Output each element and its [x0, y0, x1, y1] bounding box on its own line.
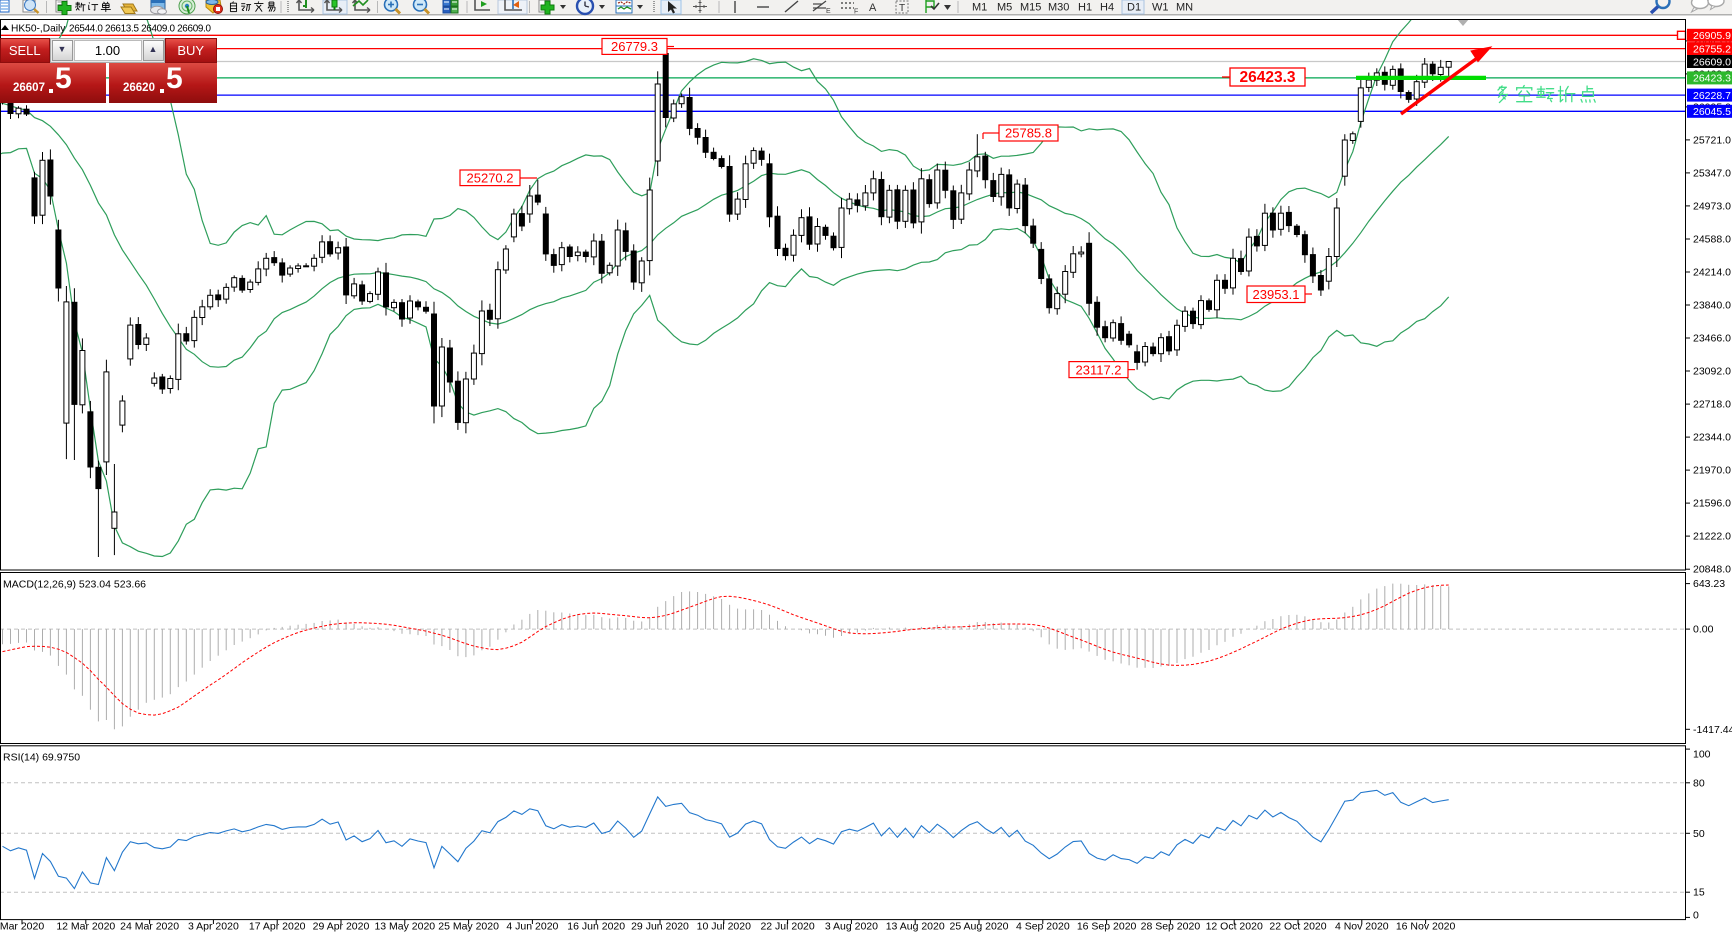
svg-text:12 Oct 2020: 12 Oct 2020	[1206, 921, 1263, 933]
svg-text:D1: D1	[1127, 2, 1141, 14]
svg-text:RSI(14) 69.9750: RSI(14) 69.9750	[3, 752, 80, 764]
svg-text:21970.0: 21970.0	[1693, 465, 1731, 477]
svg-text:25 Aug 2020: 25 Aug 2020	[950, 921, 1009, 933]
svg-text:50: 50	[1693, 828, 1705, 840]
svg-text:13 May 2020: 13 May 2020	[374, 921, 435, 933]
svg-text:W1: W1	[1152, 2, 1169, 14]
svg-text:E: E	[826, 8, 831, 15]
svg-text:3 Apr 2020: 3 Apr 2020	[188, 921, 239, 933]
svg-text:26779.3: 26779.3	[611, 39, 658, 54]
svg-text:26905.9: 26905.9	[1693, 30, 1731, 42]
svg-text:MN: MN	[1176, 2, 1193, 14]
svg-text:23092.0: 23092.0	[1693, 366, 1731, 378]
svg-text:4 Nov 2020: 4 Nov 2020	[1335, 921, 1389, 933]
svg-text:-1417.44: -1417.44	[1693, 724, 1732, 736]
svg-text:26228.7: 26228.7	[1693, 90, 1731, 102]
svg-text:MACD(12,26,9) 523.04 523.66: MACD(12,26,9) 523.04 523.66	[3, 579, 146, 591]
svg-text:20848.0: 20848.0	[1693, 564, 1731, 576]
svg-text:25785.8: 25785.8	[1005, 126, 1052, 141]
svg-text:M5: M5	[997, 2, 1012, 14]
svg-text:4 Sep 2020: 4 Sep 2020	[1016, 921, 1070, 933]
svg-text:100: 100	[1693, 749, 1711, 761]
svg-text:15: 15	[1693, 887, 1705, 899]
svg-text:T: T	[899, 3, 905, 14]
svg-text:3 Aug 2020: 3 Aug 2020	[825, 921, 878, 933]
svg-text:23117.2: 23117.2	[1075, 362, 1121, 377]
svg-text:80: 80	[1693, 777, 1705, 789]
svg-text:25721.0: 25721.0	[1693, 134, 1731, 146]
svg-text:26609.0: 26609.0	[1693, 56, 1731, 68]
svg-text:22718.0: 22718.0	[1693, 399, 1731, 411]
svg-text:16 Jun 2020: 16 Jun 2020	[567, 921, 625, 933]
svg-text:28 Sep 2020: 28 Sep 2020	[1141, 921, 1201, 933]
svg-text:HK50-,Daily: HK50-,Daily	[11, 24, 66, 35]
svg-text:M30: M30	[1048, 2, 1069, 14]
svg-text:23466.0: 23466.0	[1693, 333, 1731, 345]
svg-text:21596.0: 21596.0	[1693, 498, 1731, 510]
svg-text:24588.0: 24588.0	[1693, 234, 1731, 246]
svg-text:H4: H4	[1100, 2, 1114, 14]
svg-text:13 Aug 2020: 13 Aug 2020	[886, 921, 945, 933]
svg-text:26045.5: 26045.5	[1693, 106, 1731, 118]
svg-text:4 Jun 2020: 4 Jun 2020	[506, 921, 558, 933]
svg-text:0: 0	[1693, 910, 1699, 922]
svg-text:16 Nov 2020: 16 Nov 2020	[1396, 921, 1456, 933]
svg-text:25 May 2020: 25 May 2020	[438, 921, 499, 933]
svg-text:16 Sep 2020: 16 Sep 2020	[1077, 921, 1137, 933]
svg-text:24973.0: 24973.0	[1693, 200, 1731, 212]
svg-text:M1: M1	[972, 2, 987, 14]
svg-text:H1: H1	[1078, 2, 1092, 14]
svg-text:26544.0 26613.5 26409.0 26609.: 26544.0 26613.5 26409.0 26609.0	[69, 24, 212, 35]
svg-text:22 Oct 2020: 22 Oct 2020	[1269, 921, 1326, 933]
svg-text:25347.0: 25347.0	[1693, 167, 1731, 179]
svg-text:17 Apr 2020: 17 Apr 2020	[249, 921, 306, 933]
svg-text:23953.1: 23953.1	[1253, 287, 1300, 302]
svg-text:21222.0: 21222.0	[1693, 531, 1731, 543]
svg-text:Mar 2020: Mar 2020	[0, 921, 44, 933]
svg-text:M15: M15	[1020, 2, 1041, 14]
svg-text:A: A	[869, 2, 877, 14]
svg-text:29 Jun 2020: 29 Jun 2020	[631, 921, 689, 933]
svg-text:22344.0: 22344.0	[1693, 432, 1731, 444]
svg-text:29 Apr 2020: 29 Apr 2020	[313, 921, 370, 933]
svg-text:26755.2: 26755.2	[1693, 43, 1731, 55]
svg-text:25270.2: 25270.2	[467, 171, 514, 186]
svg-text:0.00: 0.00	[1693, 624, 1714, 636]
svg-text:10 Jul 2020: 10 Jul 2020	[697, 921, 751, 933]
svg-text:24214.0: 24214.0	[1693, 267, 1731, 279]
svg-text:643.23: 643.23	[1693, 578, 1725, 590]
svg-text:26423.3: 26423.3	[1239, 69, 1295, 86]
svg-text:26423.3: 26423.3	[1693, 73, 1731, 85]
svg-text:12 Mar 2020: 12 Mar 2020	[56, 921, 115, 933]
svg-text:F: F	[854, 9, 858, 16]
svg-text:23840.0: 23840.0	[1693, 300, 1731, 312]
svg-text:24 Mar 2020: 24 Mar 2020	[120, 921, 179, 933]
svg-text:22 Jul 2020: 22 Jul 2020	[760, 921, 814, 933]
